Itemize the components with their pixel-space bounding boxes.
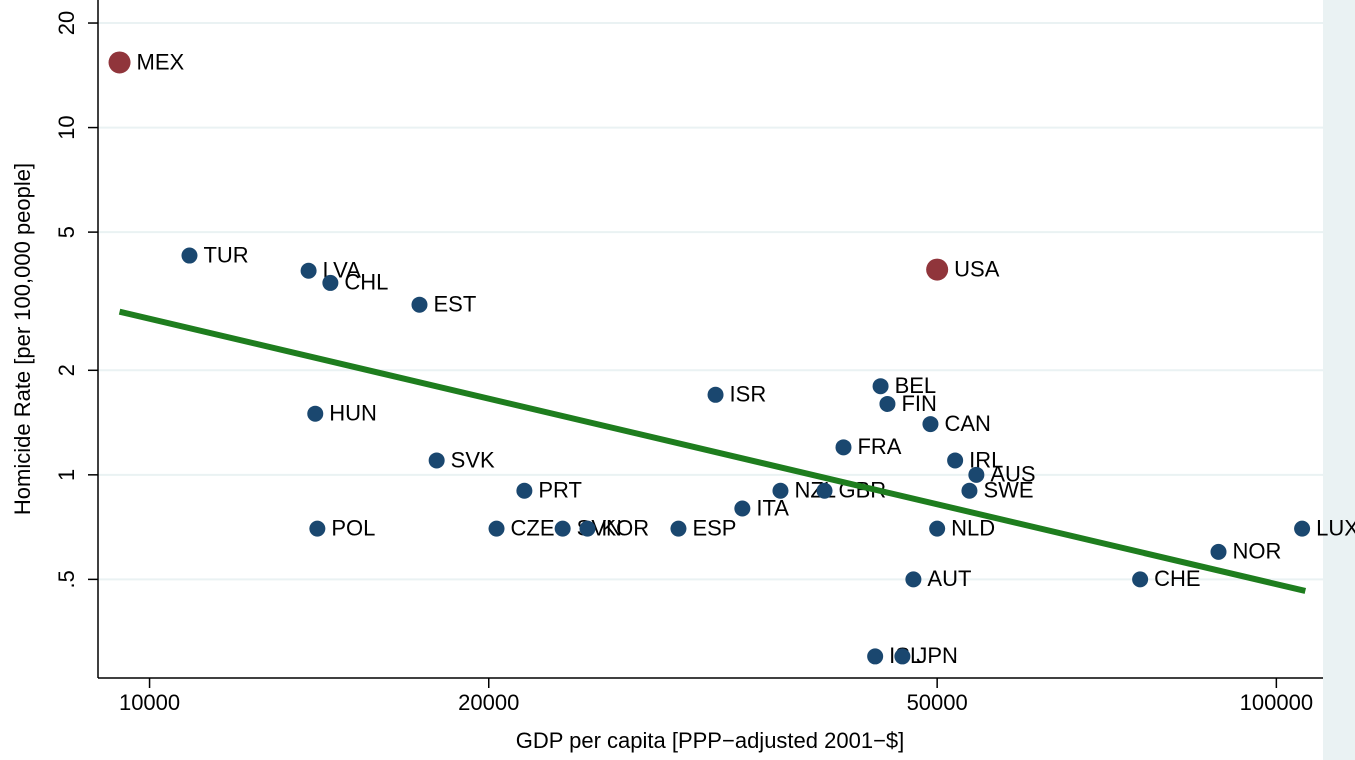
y-tick-label: 10: [54, 115, 79, 139]
point: [879, 395, 896, 412]
point: [488, 520, 505, 537]
point: [922, 416, 939, 433]
y-tick-label: 20: [54, 11, 79, 35]
point-label: NOR: [1233, 539, 1282, 564]
point: [322, 274, 339, 291]
point: [926, 258, 949, 281]
point: [554, 520, 571, 537]
x-tick-label: 20000: [458, 690, 519, 715]
point-label: CHE: [1154, 566, 1200, 591]
point-label: FIN: [901, 391, 936, 416]
point-label: SVK: [451, 447, 495, 472]
point-label: KOR: [601, 515, 649, 540]
point: [894, 648, 911, 665]
y-tick-label: 5: [54, 226, 79, 238]
point: [1132, 571, 1149, 588]
point: [961, 482, 978, 499]
point: [947, 452, 964, 469]
point-label: JPN: [916, 643, 958, 668]
point: [579, 520, 596, 537]
point: [670, 520, 687, 537]
point-label: ESP: [692, 515, 736, 540]
point: [968, 466, 985, 483]
point-label: USA: [954, 256, 1000, 281]
point: [307, 405, 324, 422]
point: [411, 296, 428, 313]
point: [929, 520, 946, 537]
point: [734, 500, 751, 517]
point: [816, 482, 833, 499]
point-label: ITA: [756, 495, 789, 520]
point-label: AUS: [990, 462, 1035, 487]
y-tick-label: 1: [54, 469, 79, 481]
point: [872, 378, 889, 395]
point: [1210, 543, 1227, 560]
point-label: ISR: [730, 382, 767, 407]
point-label: CHL: [344, 270, 388, 295]
point-label: NLD: [951, 515, 995, 540]
point: [905, 571, 922, 588]
point: [707, 386, 724, 403]
x-tick-label: 50000: [907, 690, 968, 715]
point: [108, 51, 131, 74]
point: [772, 482, 789, 499]
point-label: EST: [433, 292, 476, 317]
point: [309, 520, 326, 537]
point: [428, 452, 445, 469]
fit-line: [118, 308, 1307, 594]
point-label: MEX: [137, 49, 185, 74]
point: [516, 482, 533, 499]
x-tick-label: 100000: [1240, 690, 1313, 715]
x-axis-label: GDP per capita [PPP−adjusted 2001−$]: [516, 728, 905, 753]
point-label: SWE: [983, 478, 1033, 503]
x-tick-label: 10000: [119, 690, 180, 715]
point-label: HUN: [329, 401, 377, 426]
point-label: BEL: [895, 373, 937, 398]
point: [835, 439, 852, 456]
point-label: FRA: [857, 434, 901, 459]
y-tick-label: 2: [54, 364, 79, 376]
point-label: CZE: [511, 515, 555, 540]
point-label: POL: [331, 515, 375, 540]
outer-region: [1323, 0, 1355, 760]
point: [867, 648, 884, 665]
point-label: TUR: [203, 242, 248, 267]
y-axis-label: Homicide Rate [per 100,000 people]: [10, 163, 35, 515]
point: [181, 247, 198, 264]
y-tick-label: .5: [54, 570, 79, 588]
point: [300, 262, 317, 279]
point-label: PRT: [538, 478, 582, 503]
point-label: AUT: [927, 566, 971, 591]
point-label: LUX: [1316, 515, 1355, 540]
point-label: CAN: [944, 411, 990, 436]
point: [1294, 520, 1311, 537]
